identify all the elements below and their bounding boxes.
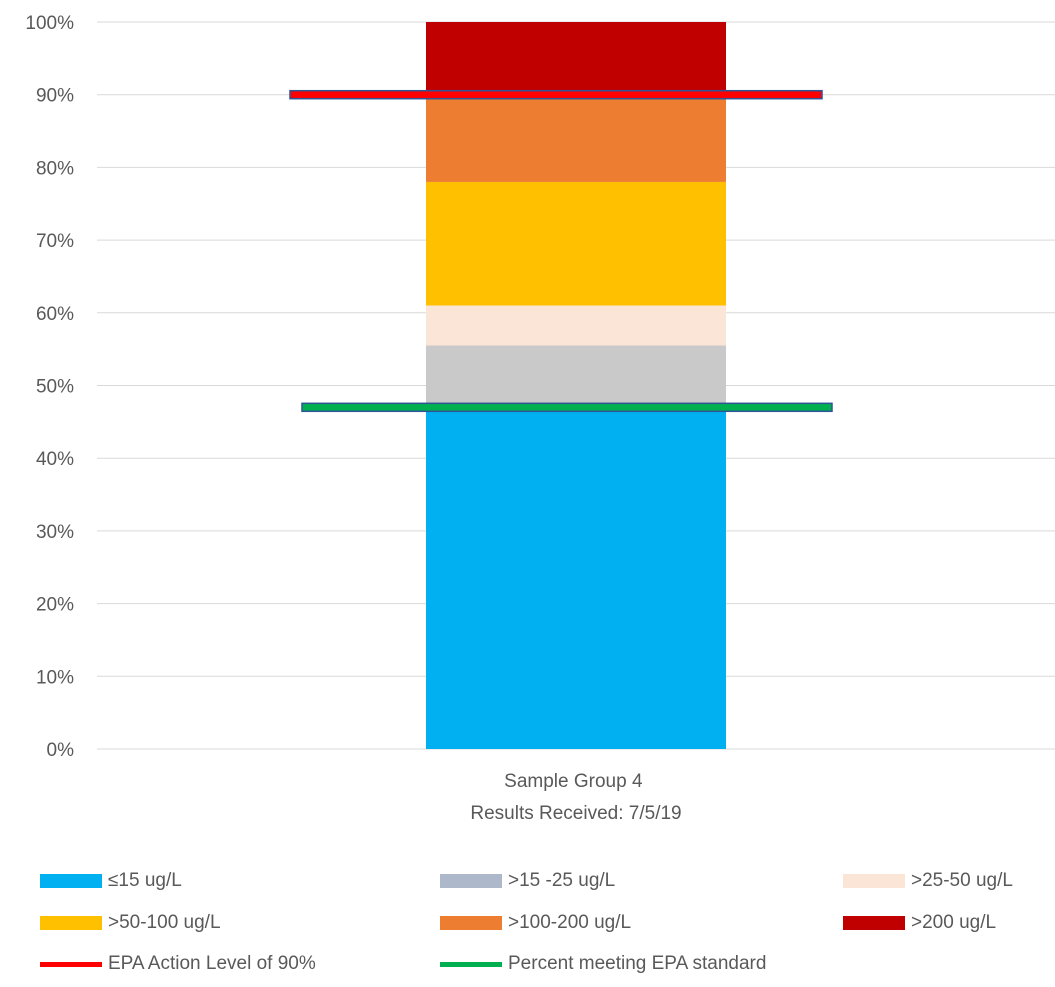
legend-item: >200 ug/L bbox=[843, 912, 996, 934]
legend-label: ≤15 ug/L bbox=[108, 870, 182, 891]
legend-swatch bbox=[40, 874, 102, 888]
category-label-line: Results Received: 7/5/19 bbox=[470, 803, 681, 824]
legend-item: ≤15 ug/L bbox=[40, 870, 182, 892]
legend-swatch bbox=[440, 874, 502, 888]
legend-item: >100-200 ug/L bbox=[440, 912, 631, 934]
legend-label: >50-100 ug/L bbox=[108, 912, 221, 933]
legend-label: >100-200 ug/L bbox=[508, 912, 632, 933]
y-tick-label: 30% bbox=[36, 522, 74, 543]
bar-segment bbox=[426, 181, 726, 306]
reference-line bbox=[289, 89, 823, 100]
bar-segment bbox=[426, 22, 726, 95]
y-tick-label: 60% bbox=[36, 304, 74, 325]
legend-label: >200 ug/L bbox=[911, 912, 997, 933]
legend-item: >25-50 ug/L bbox=[843, 870, 1013, 892]
bar-segment bbox=[426, 305, 726, 346]
legend-label: >15 -25 ug/L bbox=[508, 870, 616, 891]
legend-line-swatch bbox=[440, 961, 502, 967]
legend-item: EPA Action Level of 90% bbox=[40, 953, 316, 975]
legend-item: Percent meeting EPA standard bbox=[440, 953, 766, 975]
y-tick-label: 50% bbox=[36, 377, 74, 398]
y-tick-label: 70% bbox=[36, 231, 74, 252]
legend-line-swatch bbox=[40, 961, 102, 967]
legend-label: >25-50 ug/L bbox=[911, 870, 1013, 891]
legend-swatch bbox=[843, 874, 905, 888]
bar-segment bbox=[426, 407, 726, 749]
bar-segment bbox=[426, 94, 726, 182]
y-tick-label: 100% bbox=[25, 13, 74, 34]
y-tick-label: 90% bbox=[36, 86, 74, 107]
bar-segment bbox=[426, 345, 726, 408]
y-tick-label: 40% bbox=[36, 449, 74, 470]
legend-item: >15 -25 ug/L bbox=[440, 870, 615, 892]
y-tick-label: 80% bbox=[36, 158, 74, 179]
y-tick-label: 10% bbox=[36, 667, 74, 688]
reference-lines bbox=[289, 89, 833, 413]
category-label-line: Sample Group 4 bbox=[504, 771, 643, 792]
stacked-bar bbox=[426, 22, 726, 749]
y-axis-tick-labels: 0% 10% 20% 30% 40% 50% 60% 70% 80% 90% 100% bbox=[25, 13, 74, 761]
legend-label: Percent meeting EPA standard bbox=[508, 953, 767, 974]
legend-item: >50-100 ug/L bbox=[40, 912, 221, 934]
legend-swatch bbox=[843, 916, 905, 930]
y-tick-label: 20% bbox=[36, 595, 74, 616]
legend-swatch bbox=[440, 916, 502, 930]
legend-label: EPA Action Level of 90% bbox=[108, 953, 316, 974]
x-axis-category-label: Sample Group 4 Results Received: 7/5/19 bbox=[470, 771, 681, 824]
legend: ≤15 ug/L >15 -25 ug/L >25-50 ug/L >50-10… bbox=[0, 862, 1055, 987]
y-tick-label: 0% bbox=[47, 740, 75, 761]
reference-line bbox=[301, 402, 833, 413]
legend-swatch bbox=[40, 916, 102, 930]
chart: 0% 10% 20% 30% 40% 50% 60% 70% 80% 90% 100% Sample… bbox=[25, 13, 1055, 824]
